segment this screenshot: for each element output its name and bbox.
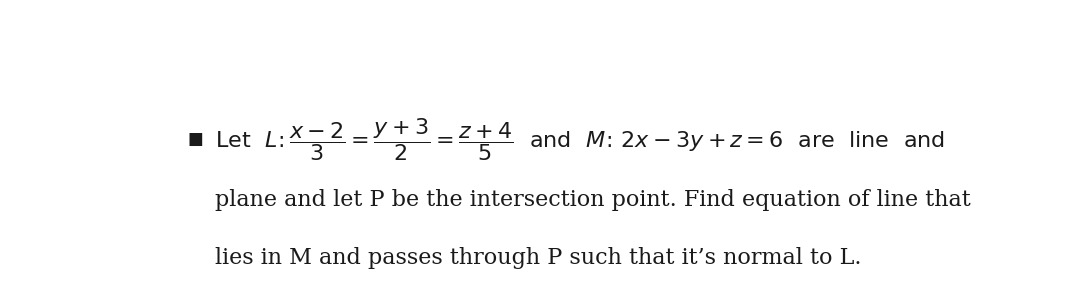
Text: $\blacksquare$: $\blacksquare$	[187, 131, 203, 149]
Text: lies in M and passes through P such that it’s normal to L.: lies in M and passes through P such that…	[215, 247, 861, 269]
Text: $\mathrm{Let}\ \ L\!:\dfrac{x-2}{3}=\dfrac{y+3}{2}=\dfrac{z+4}{5}\ \ \mathrm{and: $\mathrm{Let}\ \ L\!:\dfrac{x-2}{3}=\dfr…	[215, 117, 945, 163]
Text: plane and let P be the intersection point. Find equation of line that: plane and let P be the intersection poin…	[215, 189, 971, 211]
